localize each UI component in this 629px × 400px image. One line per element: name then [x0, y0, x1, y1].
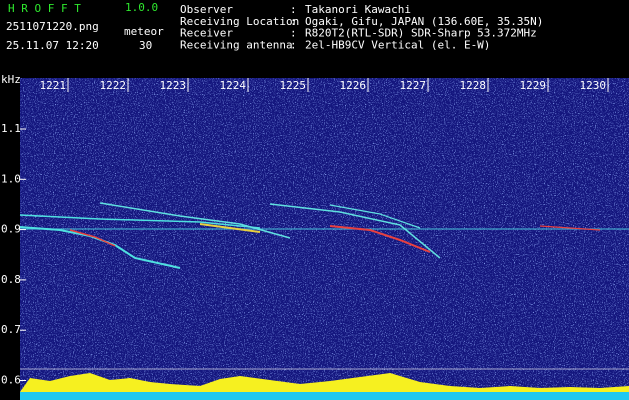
spectrogram — [19, 78, 629, 400]
field-value: 2el-HB9CV Vertical (el. E-W) — [305, 38, 490, 51]
meteor-trail — [329, 204, 421, 229]
y-tick-label: 0.8 — [1, 273, 21, 286]
x-tick-label: 1221 — [40, 79, 67, 92]
x-tick-label: 1230 — [580, 79, 607, 92]
field-separator: : — [290, 38, 297, 51]
field-separator: : — [290, 3, 297, 16]
x-tick-label: 1222 — [100, 79, 127, 92]
meteor-trail — [539, 225, 601, 231]
y-tick-label: 0.7 — [1, 323, 21, 336]
field-value: Takanori Kawachi — [305, 3, 411, 16]
y-tick-label: 1.1 — [1, 122, 21, 135]
meteor-trail — [99, 202, 291, 239]
field-label: Receiving Location — [180, 15, 299, 28]
y-tick-label: 0.6 — [1, 374, 21, 387]
x-tick-label: 1228 — [460, 79, 487, 92]
spectrogram-noise — [20, 78, 629, 400]
y-tick-label: 1.0 — [1, 172, 21, 185]
axes: 1221 1222 1223 1224 1225 1226 1227 1228 1229 1230… — [1, 78, 609, 387]
meteor-trail — [329, 225, 431, 253]
meteor-trail — [19, 214, 261, 229]
meteor-trail — [69, 229, 116, 247]
info-fields: Observer: Takanori Kawachi Receiving Locat… — [180, 3, 543, 51]
x-tick-label: 1224 — [220, 79, 247, 92]
x-tick-label: 1227 — [400, 79, 427, 92]
meteor-trail — [199, 223, 261, 233]
version: 1.0.0 — [125, 1, 158, 14]
unit-label: kHz — [1, 73, 21, 86]
app-name: H R O F F T — [8, 2, 81, 15]
x-tick-label: 1223 — [160, 79, 187, 92]
field-value: R820T2(RTL-SDR) SDR-Sharp 53.372MHz — [305, 27, 537, 40]
x-tick-label: 1226 — [340, 79, 367, 92]
count: 30 — [139, 39, 152, 52]
field-separator: : — [290, 15, 297, 28]
signal-level — [20, 373, 629, 392]
y-tick-label: 0.9 — [1, 223, 21, 236]
field-label: Receiving antenna — [180, 38, 293, 51]
datetime: 25.11.07 12:20 — [6, 39, 99, 52]
mode: meteor — [124, 25, 164, 38]
meteor-trail — [269, 203, 441, 259]
x-tick-label: 1229 — [520, 79, 547, 92]
file-name: 2511071220.png — [6, 20, 99, 33]
field-label: Observer — [180, 3, 233, 16]
field-label: Receiver — [180, 27, 233, 40]
field-value: Ogaki, Gifu, JAPAN (136.60E, 35.35N) — [305, 15, 543, 28]
field-separator: : — [290, 27, 297, 40]
x-tick-label: 1225 — [280, 79, 307, 92]
signal-base — [20, 392, 629, 400]
